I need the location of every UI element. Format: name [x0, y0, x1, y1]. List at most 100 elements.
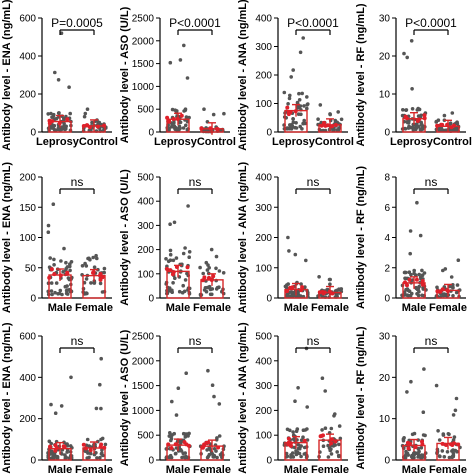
data-point [172, 220, 177, 225]
y-tick-label: 100 [19, 233, 36, 244]
data-point [181, 455, 186, 459]
data-point [68, 111, 72, 116]
data-point [316, 117, 320, 121]
mean-point [456, 442, 461, 447]
data-point [291, 430, 295, 434]
mean-point [102, 123, 107, 128]
y-tick-label: 2000 [132, 36, 155, 47]
data-point [61, 270, 65, 274]
data-point [53, 411, 58, 416]
chart-panel-row1-rf: 0 10 20 30 Antibody level - RF (ng/mL) Lepros… [355, 3, 472, 148]
mean-point [216, 445, 221, 450]
data-point [454, 396, 459, 401]
data-point [402, 436, 406, 440]
data-point [290, 294, 294, 298]
y-tick-label: 500 [137, 173, 154, 184]
data-point [181, 251, 186, 256]
data-point [418, 275, 423, 280]
y-axis-label: Antibody level - ANA (ng/mL) [237, 322, 249, 474]
data-point [68, 262, 72, 266]
y-tick-label: 0 [266, 128, 272, 139]
y-tick-label: 2 [384, 263, 390, 274]
data-point [286, 282, 291, 286]
data-point [53, 70, 57, 75]
mean-point [48, 120, 53, 125]
data-point [218, 452, 223, 457]
data-point [318, 103, 323, 107]
x-category-label: LeprosyControl [36, 136, 118, 148]
data-point [182, 43, 186, 48]
mean-point [440, 287, 445, 292]
data-point [212, 394, 216, 399]
y-tick-label: 100 [255, 99, 272, 110]
y-axis-label: Antibody level - ANA (ng/mL) [237, 0, 249, 151]
data-point [301, 435, 305, 440]
data-point [99, 406, 103, 411]
data-point [298, 446, 302, 451]
mean-point [85, 123, 89, 128]
data-point [168, 258, 173, 263]
data-point [187, 255, 191, 259]
data-point [99, 356, 103, 361]
data-point [177, 120, 182, 125]
data-point [452, 435, 457, 439]
y-tick-label: 0 [30, 294, 36, 305]
data-point [294, 121, 298, 125]
y-tick-label: 1000 [132, 406, 155, 417]
data-point [408, 251, 413, 256]
data-point [168, 60, 173, 65]
x-category-label: Male [284, 302, 308, 314]
data-point [447, 455, 452, 460]
data-point [419, 446, 424, 450]
data-point [417, 449, 421, 454]
data-point [168, 252, 173, 257]
data-point [207, 452, 212, 457]
mean-point [81, 442, 86, 447]
data-point [49, 402, 53, 407]
x-category-label: Female [75, 464, 113, 474]
y-tick-label: 200 [255, 233, 272, 244]
mean-point [88, 448, 93, 453]
data-point [416, 114, 421, 118]
data-point [417, 107, 422, 112]
mean-point [167, 119, 172, 124]
y-tick-label: 300 [137, 221, 154, 232]
mean-point [49, 267, 54, 272]
data-point [451, 285, 455, 289]
mean-point [440, 441, 445, 446]
data-point [210, 292, 214, 297]
y-tick-label: 0 [384, 456, 390, 467]
data-point [418, 455, 423, 459]
x-category-label: Female [311, 302, 349, 314]
data-point [168, 453, 173, 458]
y-tick-label: 100 [255, 263, 272, 274]
y-tick-label: 100 [255, 431, 272, 442]
x-category-label: Female [429, 464, 467, 474]
data-point [59, 259, 63, 263]
x-category-label: Male [402, 464, 426, 474]
data-point [168, 222, 172, 226]
mean-point [57, 121, 62, 126]
mean-point [169, 446, 174, 450]
data-point [333, 412, 337, 416]
y-tick-label: 150 [19, 203, 36, 214]
data-point [291, 117, 295, 121]
data-point [86, 451, 90, 455]
y-tick-label: 500 [137, 105, 154, 116]
mean-point [325, 123, 330, 128]
y-tick-label: 0 [266, 294, 272, 305]
mean-point [319, 123, 324, 128]
mean-point [165, 267, 169, 271]
significance-label: ns [425, 334, 438, 348]
data-point [287, 249, 291, 253]
data-point [450, 111, 455, 115]
chart-panel-row3-rf: 0 10 20 30 Antibody level - RF (ng/mL) Male Fe… [355, 326, 467, 474]
data-point [293, 399, 297, 404]
mean-point [84, 446, 88, 451]
mean-point [420, 279, 425, 283]
data-point [287, 96, 292, 101]
mean-point [52, 272, 57, 277]
y-tick-label: 400 [137, 197, 154, 208]
data-point [417, 272, 422, 277]
data-point [64, 288, 69, 293]
